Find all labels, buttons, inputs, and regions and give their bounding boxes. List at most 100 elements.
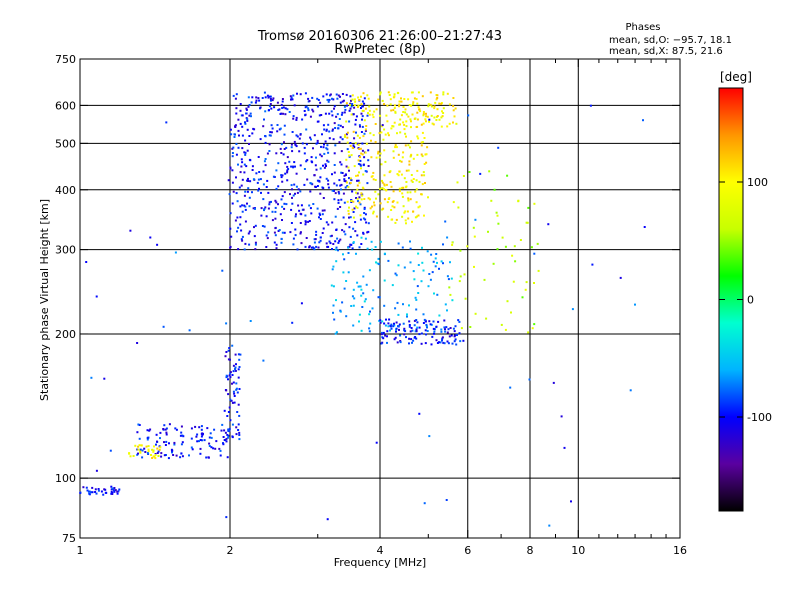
data-point bbox=[95, 295, 98, 298]
data-point bbox=[172, 454, 175, 456]
data-point bbox=[304, 114, 307, 117]
data-point bbox=[343, 258, 346, 261]
data-point bbox=[268, 203, 271, 206]
data-point bbox=[244, 220, 247, 223]
data-point bbox=[374, 190, 377, 193]
data-point bbox=[350, 200, 353, 202]
data-point bbox=[235, 112, 238, 115]
data-point bbox=[113, 490, 116, 493]
data-point bbox=[379, 91, 382, 94]
data-point bbox=[360, 167, 362, 170]
data-point bbox=[383, 174, 386, 177]
data-point bbox=[527, 331, 530, 334]
colorbar-tick-label: 100 bbox=[747, 176, 768, 189]
data-point bbox=[404, 144, 407, 147]
data-point bbox=[411, 181, 414, 183]
data-point bbox=[399, 341, 402, 344]
data-point bbox=[157, 455, 160, 457]
data-point bbox=[360, 112, 363, 115]
data-point bbox=[319, 192, 322, 195]
data-point bbox=[436, 342, 439, 344]
data-point bbox=[353, 98, 356, 101]
data-point bbox=[441, 339, 443, 342]
data-point bbox=[90, 491, 92, 494]
data-point bbox=[435, 253, 438, 255]
data-point bbox=[159, 446, 162, 449]
data-point bbox=[191, 448, 194, 451]
data-point bbox=[409, 191, 412, 194]
data-point bbox=[393, 95, 396, 98]
data-point bbox=[425, 333, 427, 336]
data-point bbox=[324, 112, 327, 115]
data-point bbox=[201, 439, 204, 442]
data-point bbox=[428, 435, 431, 438]
data-point bbox=[408, 163, 411, 166]
data-point bbox=[348, 216, 350, 219]
data-point bbox=[400, 97, 402, 100]
data-point bbox=[353, 207, 356, 210]
data-point bbox=[305, 143, 308, 146]
data-point bbox=[388, 94, 391, 96]
data-point bbox=[389, 103, 392, 106]
data-point bbox=[442, 262, 444, 265]
stats-o-line: mean, sd,O: −95.7, 18.1 bbox=[609, 35, 732, 46]
data-point bbox=[296, 92, 298, 95]
data-point bbox=[139, 448, 142, 451]
data-point bbox=[273, 231, 276, 234]
data-point bbox=[429, 323, 432, 326]
data-point bbox=[343, 180, 346, 182]
data-point bbox=[408, 304, 410, 307]
data-point bbox=[264, 110, 267, 113]
data-point bbox=[310, 246, 313, 249]
data-point bbox=[290, 143, 293, 146]
data-point bbox=[105, 491, 108, 494]
data-point bbox=[239, 171, 242, 174]
y-tick-label: 400 bbox=[55, 184, 76, 197]
data-point bbox=[444, 303, 447, 306]
data-point bbox=[180, 452, 183, 455]
data-point bbox=[362, 173, 365, 176]
data-point bbox=[487, 230, 489, 233]
data-point bbox=[229, 128, 232, 131]
data-point bbox=[327, 100, 330, 103]
data-point bbox=[141, 449, 144, 452]
data-point bbox=[149, 236, 152, 239]
data-point bbox=[360, 294, 363, 297]
data-point bbox=[223, 429, 226, 432]
data-point bbox=[330, 284, 333, 287]
data-point bbox=[340, 183, 343, 186]
data-point bbox=[448, 286, 451, 289]
data-point bbox=[246, 149, 249, 152]
data-point bbox=[175, 454, 178, 457]
data-point bbox=[513, 245, 516, 248]
data-point bbox=[341, 93, 344, 95]
data-point bbox=[235, 382, 238, 385]
data-point bbox=[231, 423, 234, 426]
data-point bbox=[323, 209, 326, 212]
data-point bbox=[234, 369, 237, 372]
data-point bbox=[347, 212, 350, 215]
data-point bbox=[344, 134, 347, 137]
data-point bbox=[290, 165, 293, 168]
data-point bbox=[370, 139, 372, 142]
data-point bbox=[299, 93, 302, 96]
data-point bbox=[352, 200, 355, 203]
data-point bbox=[344, 180, 347, 183]
data-point bbox=[229, 376, 232, 379]
data-point bbox=[390, 209, 393, 211]
data-point bbox=[338, 240, 341, 243]
data-point bbox=[281, 174, 284, 177]
data-point bbox=[436, 97, 439, 99]
y-tick-label: 300 bbox=[55, 244, 76, 257]
data-point bbox=[346, 136, 349, 139]
data-point bbox=[441, 337, 444, 340]
data-point bbox=[344, 108, 347, 111]
data-point bbox=[380, 125, 383, 128]
data-point bbox=[361, 118, 363, 121]
data-point bbox=[432, 327, 435, 330]
data-point bbox=[416, 102, 419, 105]
data-point bbox=[228, 374, 231, 377]
data-point bbox=[335, 246, 338, 249]
data-point bbox=[364, 129, 367, 132]
data-point bbox=[435, 119, 438, 121]
